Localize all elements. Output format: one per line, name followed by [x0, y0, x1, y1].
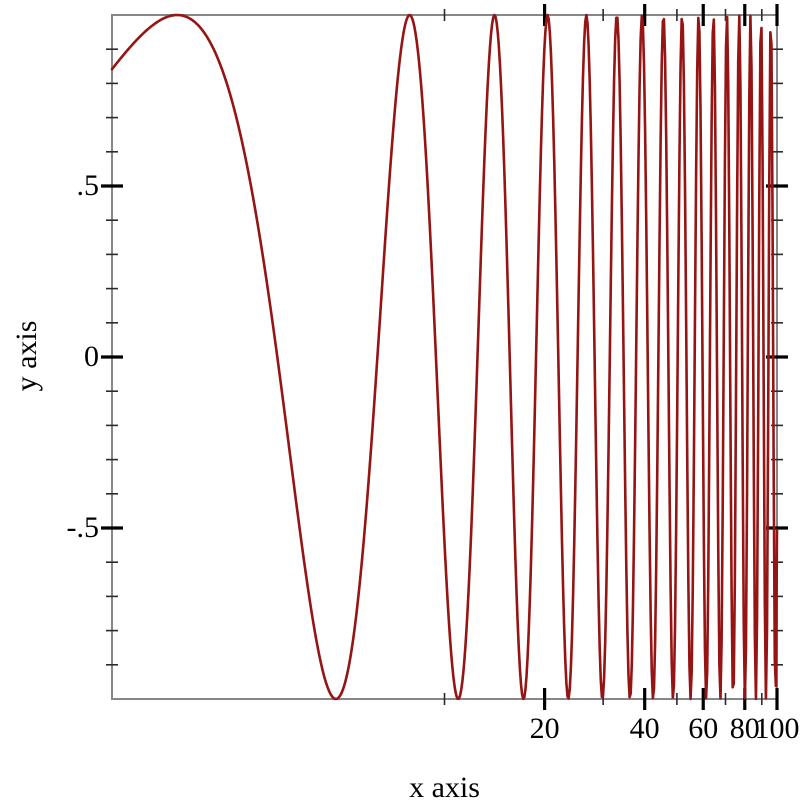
x-tick-label: 100: [754, 712, 800, 745]
x-tick-label: 20: [529, 712, 560, 745]
x-tick-label: 80: [729, 712, 760, 745]
x-axis-title: x axis: [409, 771, 480, 804]
y-tick-label: .5: [76, 169, 100, 202]
y-tick-label: -.5: [66, 511, 100, 544]
y-tick-label: 0: [84, 340, 99, 373]
x-tick-label: 40: [629, 712, 660, 745]
x-tick-label: 60: [688, 712, 719, 745]
y-axis-title: y axis: [10, 320, 43, 392]
sin-curve: [110, 13, 779, 701]
